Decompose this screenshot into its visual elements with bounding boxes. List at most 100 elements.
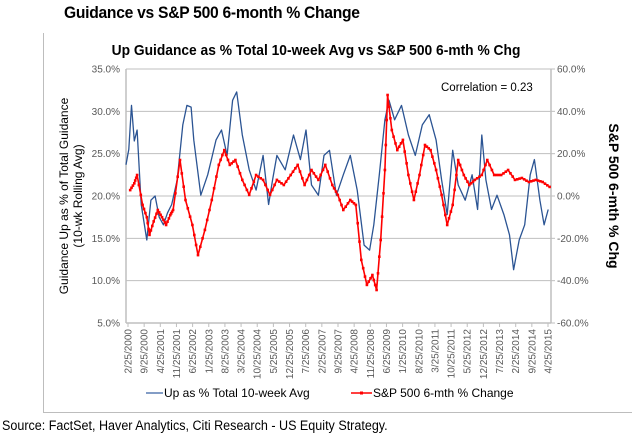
data-point-sp500 — [296, 163, 299, 167]
data-point-sp500 — [356, 221, 359, 225]
data-point-sp500 — [203, 228, 207, 232]
data-point-sp500 — [223, 148, 226, 152]
data-point-sp500 — [171, 208, 175, 212]
data-point-sp500 — [403, 150, 406, 153]
data-point-sp500 — [176, 175, 179, 178]
y-tick-label: 35.0% — [92, 65, 120, 76]
x-tick-label: 9/25/2000 — [140, 329, 151, 374]
data-point-sp500 — [434, 168, 438, 172]
data-point-sp500 — [543, 182, 547, 185]
y-axis-title-line2: (10-wk Rolling Avg) — [71, 144, 85, 247]
data-point-sp500 — [522, 178, 526, 181]
data-point-sp500 — [317, 178, 320, 182]
right-y-tick-labels: -60.0% -40.0% -20.0% 0.0% 20.0% 40.0% 60.0% — [551, 65, 589, 330]
x-tick-label: 2/25/2014 — [511, 329, 522, 374]
data-point-sp500 — [145, 215, 149, 219]
data-point-sp500 — [387, 105, 391, 108]
data-point-sp500 — [504, 170, 508, 173]
data-point-sp500 — [490, 168, 494, 172]
data-point-sp500 — [444, 213, 447, 217]
data-point-sp500 — [310, 168, 313, 172]
y2-tick-label: -40.0% — [557, 276, 589, 287]
series-sp500 — [128, 93, 551, 292]
data-point-sp500 — [280, 182, 283, 185]
data-point-sp500 — [174, 192, 177, 195]
x-tick-label: 7/25/2006 — [301, 329, 312, 374]
gridlines — [126, 68, 551, 282]
data-point-sp500 — [314, 175, 318, 178]
data-point-sp500 — [188, 215, 192, 218]
legend-marker-sp500 — [360, 391, 363, 395]
data-point-sp500 — [319, 173, 322, 177]
data-point-sp500 — [455, 173, 458, 177]
x-tick-label: 11/25/2008 — [366, 329, 377, 379]
x-tick-label: 5/25/2005 — [269, 329, 280, 374]
data-point-sp500 — [156, 208, 160, 212]
data-point-sp500 — [228, 163, 232, 167]
x-tick-label: 10/25/2004 — [253, 329, 264, 379]
data-point-sp500 — [376, 272, 380, 275]
data-point-sp500 — [287, 177, 290, 180]
data-point-sp500 — [193, 233, 196, 237]
data-point-sp500 — [139, 193, 143, 197]
data-point-sp500 — [525, 179, 528, 182]
data-point-sp500 — [423, 143, 427, 147]
data-point-sp500 — [266, 188, 269, 192]
data-point-sp500 — [178, 158, 182, 162]
x-tick-label: 12/25/2005 — [285, 329, 296, 379]
data-point-sp500 — [440, 193, 443, 197]
x-tick-label: 3/25/2004 — [237, 329, 248, 374]
data-point-sp500 — [475, 177, 479, 180]
data-point-sp500 — [238, 172, 242, 175]
data-point-sp500 — [511, 175, 514, 178]
data-point-sp500 — [301, 177, 304, 180]
data-point-sp500 — [371, 273, 374, 277]
data-point-sp500 — [418, 173, 421, 177]
data-point-sp500 — [298, 170, 302, 173]
data-point-sp500 — [447, 217, 451, 220]
data-point-sp500 — [153, 216, 157, 219]
x-tick-label: 9/25/2014 — [527, 329, 538, 374]
data-point-sp500 — [462, 173, 466, 177]
data-point-sp500 — [199, 245, 202, 248]
data-point-sp500 — [382, 192, 385, 195]
data-point-sp500 — [164, 223, 168, 227]
data-point-sp500 — [502, 172, 505, 175]
y2-tick-label: -20.0% — [557, 234, 589, 245]
x-tick-label: 3/25/2011 — [430, 329, 441, 373]
data-point-sp500 — [243, 183, 246, 187]
data-point-sp500 — [277, 180, 281, 183]
data-point-sp500 — [420, 163, 423, 167]
data-point-sp500 — [142, 207, 146, 211]
data-point-sp500 — [486, 158, 489, 162]
data-point-sp500 — [170, 210, 174, 213]
x-tick-label: 4/25/2008 — [350, 329, 361, 374]
data-point-sp500 — [215, 175, 218, 178]
data-point-sp500 — [492, 173, 496, 177]
data-point-sp500 — [412, 198, 416, 202]
chart-frame — [43, 33, 632, 413]
x-tick-label: 1/25/2003 — [204, 329, 215, 374]
data-point-sp500 — [201, 237, 204, 240]
data-point-sp500 — [390, 128, 394, 132]
data-point-sp500 — [144, 211, 147, 215]
data-point-sp500 — [397, 145, 401, 148]
data-point-sp500 — [520, 176, 524, 180]
y-tick-label: 30.0% — [92, 107, 120, 118]
y2-axis-title: S&P 500 6-mth % Chg — [606, 123, 622, 268]
data-point-sp500 — [431, 155, 434, 158]
data-point-sp500 — [358, 240, 361, 243]
legend-label-sp500: S&P 500 6-mth % Change — [373, 386, 514, 400]
data-point-sp500 — [379, 238, 382, 242]
x-tick-label: 2/25/2000 — [124, 329, 135, 374]
x-tick-label: 5/25/2012 — [463, 329, 474, 374]
data-point-sp500 — [466, 180, 469, 183]
data-point-sp500 — [399, 142, 403, 145]
data-point-sp500 — [275, 178, 279, 182]
data-point-sp500 — [148, 233, 151, 237]
data-point-sp500 — [141, 203, 144, 207]
data-point-sp500 — [471, 180, 475, 183]
data-point-sp500 — [464, 177, 467, 180]
data-point-sp500 — [392, 135, 395, 138]
data-point-sp500 — [451, 203, 454, 207]
